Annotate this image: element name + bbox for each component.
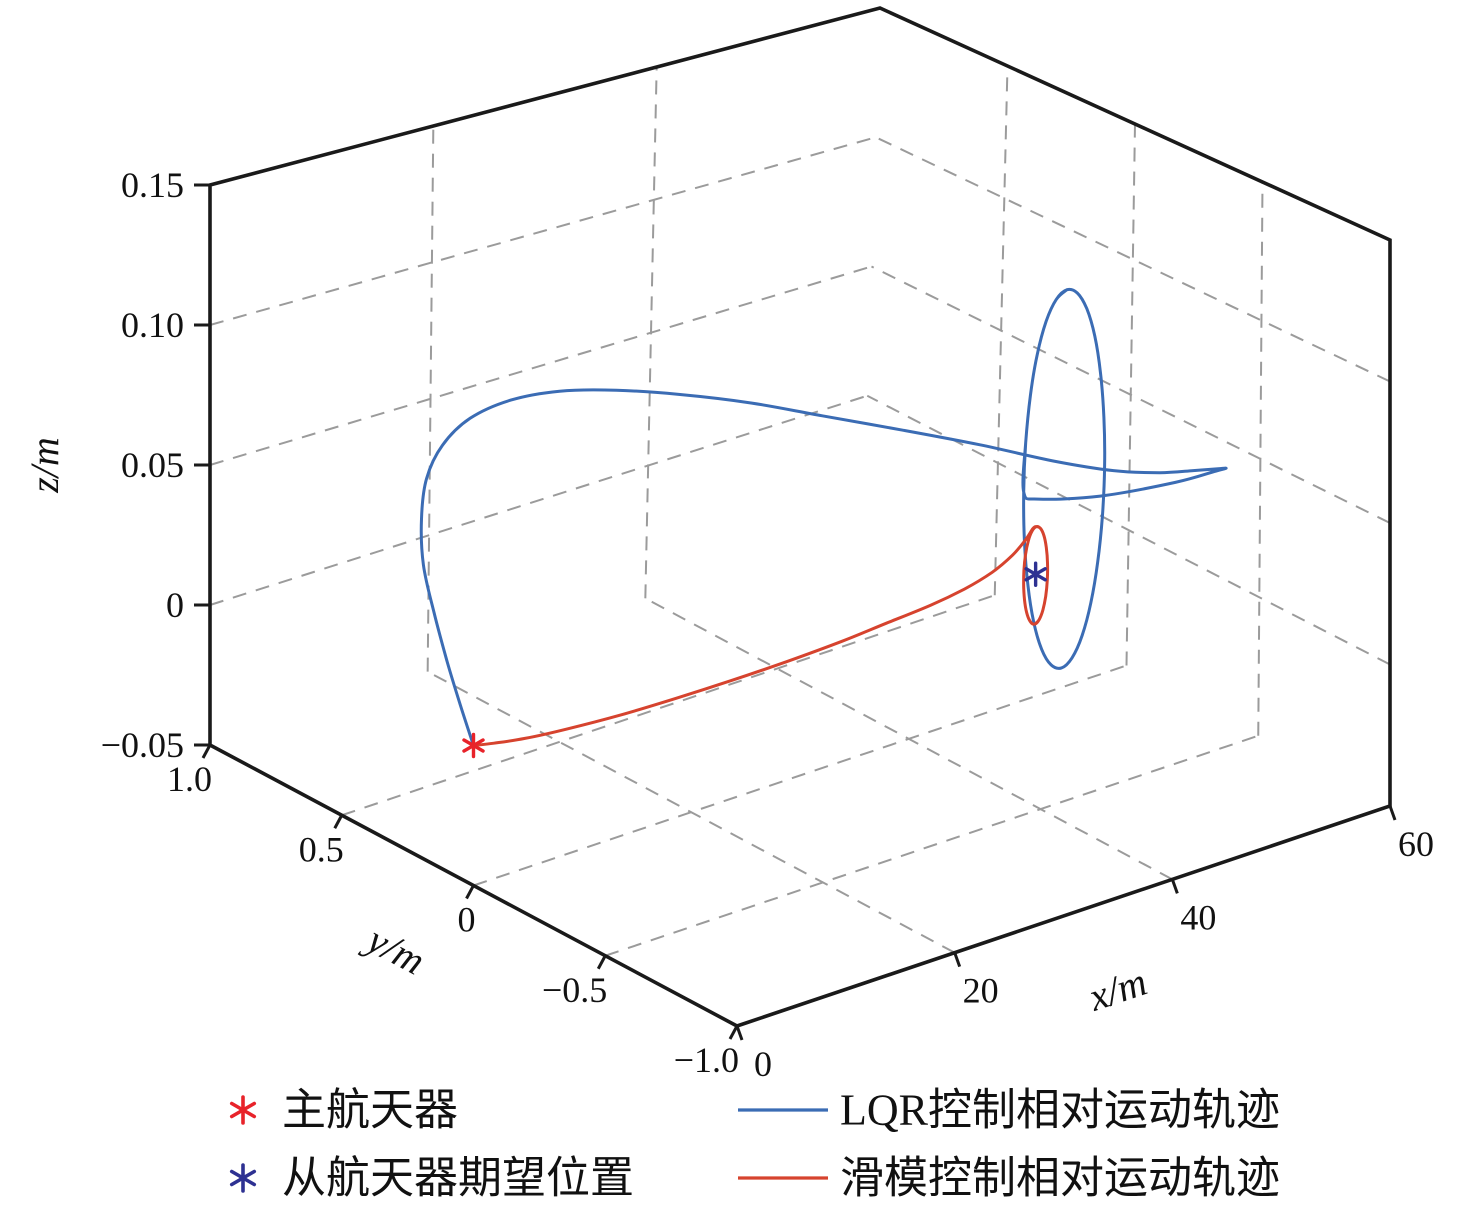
y-tick-label: 0	[458, 900, 476, 940]
y-tick-label: −1.0	[674, 1040, 739, 1080]
series-smc	[472, 524, 1050, 747]
legend-item-label: 主航天器	[282, 1086, 458, 1135]
legend-item-series-smc: 滑模控制相对运动轨迹	[738, 1154, 1280, 1203]
legend-item-marker-chief-spacecraft: 主航天器	[229, 1086, 458, 1135]
x-tick	[735, 1025, 744, 1041]
x-tick-label: 0	[754, 1044, 772, 1084]
grid-line	[875, 136, 1391, 383]
grid-line	[871, 265, 1391, 524]
grid-line	[426, 125, 435, 672]
grid-lines	[209, 65, 1391, 957]
legend-item-label: LQR控制相对运动轨迹	[840, 1086, 1280, 1135]
legend-item-label: 从航天器期望位置	[282, 1154, 634, 1203]
z-tick-label: 0.10	[121, 305, 184, 345]
z-tick-label: 0	[166, 585, 184, 625]
legend-marker-deputy-desired-position	[229, 1163, 257, 1193]
legend-item-label: 滑模控制相对运动轨迹	[840, 1154, 1280, 1203]
y-axis-title: y/m	[357, 915, 433, 984]
asterisk-stroke	[1024, 567, 1047, 582]
grid-line	[866, 394, 1391, 666]
z-tick-label: 0.15	[121, 165, 184, 205]
grid-line	[341, 594, 996, 817]
x-tick-label: 20	[963, 971, 999, 1011]
x-tick	[953, 952, 962, 968]
series-lqr	[419, 287, 1228, 747]
grid-line	[209, 136, 877, 326]
z-axis-title: z/m	[22, 437, 67, 494]
axis-labels: z/m y/m x/m	[22, 437, 1152, 1020]
y-tick	[465, 884, 475, 900]
x-tick-label: 60	[1398, 824, 1434, 864]
x-tick	[1388, 805, 1397, 821]
grid-line	[473, 664, 1127, 887]
y-tick-label: −0.5	[542, 970, 607, 1010]
y-tick-label: 0.5	[299, 829, 344, 869]
y-tick	[596, 955, 607, 970]
y-tick	[728, 1025, 739, 1040]
grid-line	[209, 265, 872, 466]
z-tick-label: −0.05	[101, 725, 184, 765]
grid-line	[209, 394, 868, 606]
y-tick	[201, 744, 212, 759]
x-tick	[1170, 878, 1179, 894]
series-lines	[419, 287, 1228, 747]
grid-line	[604, 734, 1259, 957]
legend-marker-chief-spacecraft	[229, 1095, 257, 1125]
axis-ticks: 0.15 0.10 0.05 0 −0.051.0 0.5 0 −0.5 −1.0 0 20 40 60	[101, 165, 1434, 1084]
asterisk-stroke	[462, 738, 485, 753]
x-axis-title: x/m	[1082, 959, 1152, 1020]
y-tick	[333, 814, 344, 829]
legend-item-series-lqr: LQR控制相对运动轨迹	[738, 1086, 1280, 1135]
y-tick-label: 1.0	[167, 759, 212, 799]
axes-box-outline	[208, 6, 1392, 1028]
asterisk-stroke	[229, 1101, 257, 1119]
marker-chief-spacecraft	[462, 732, 485, 759]
data-markers	[462, 561, 1047, 759]
z-tick-label: 0.05	[121, 445, 184, 485]
marker-deputy-desired-position	[1024, 561, 1047, 587]
legend-item-marker-deputy-desired-position: 从航天器期望位置	[229, 1154, 634, 1203]
x-tick-label: 40	[1180, 897, 1216, 937]
axes-box	[208, 6, 1392, 1028]
asterisk-stroke	[229, 1169, 257, 1187]
